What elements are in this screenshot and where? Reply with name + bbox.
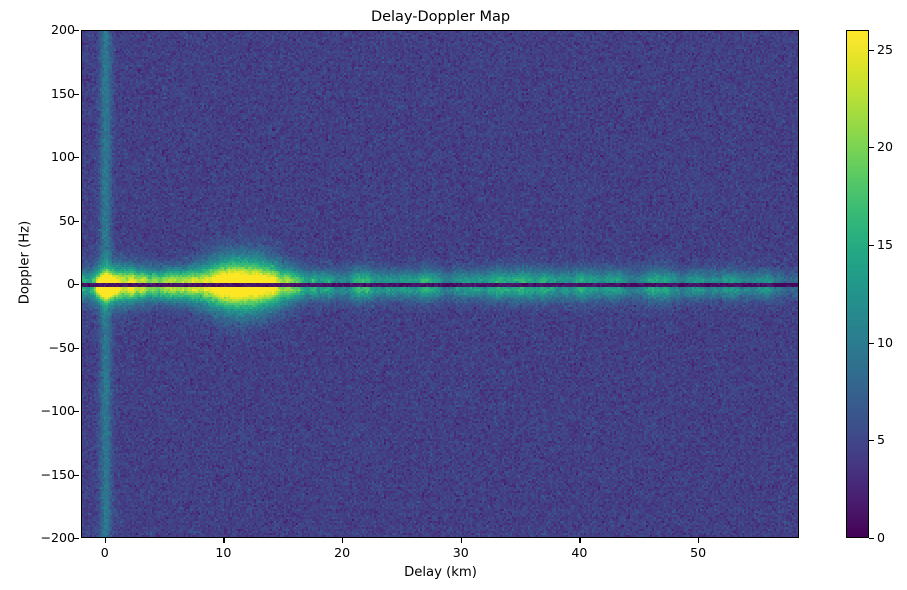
- y-tick-mark: [74, 347, 79, 349]
- y-axis-label: Doppler (Hz): [17, 220, 33, 305]
- colorbar-tick-label: 20: [877, 139, 894, 155]
- plot-axes: [81, 30, 799, 538]
- x-tick-mark: [342, 538, 344, 543]
- y-axis-tick-labels: −200 −150 −100 −50 0 50 100 150 200: [22, 0, 75, 590]
- colorbar-tick-mark: [869, 244, 874, 247]
- x-tick-label: 10: [215, 545, 232, 560]
- page-title: Delay-Doppler Map: [370, 9, 511, 25]
- y-tick-label: −50: [48, 339, 75, 355]
- colorbar-tick-mark: [869, 440, 874, 442]
- y-tick-label: 50: [58, 212, 75, 228]
- y-tick-label: 0: [66, 276, 75, 291]
- delay-doppler-heatmap: [82, 31, 798, 537]
- x-tick-mark: [223, 538, 225, 543]
- y-tick-mark: [74, 157, 79, 159]
- y-tick-mark: [74, 93, 79, 95]
- y-tick-label: −100: [40, 403, 75, 418]
- colorbar: [846, 30, 869, 538]
- colorbar-tick-mark: [869, 49, 874, 51]
- x-tick-label: 40: [571, 545, 588, 560]
- colorbar-tick-label: 25: [877, 41, 894, 57]
- y-tick-mark: [74, 474, 79, 476]
- colorbar-tick-label: 0: [877, 530, 886, 545]
- x-tick-mark: [698, 538, 700, 543]
- x-tick-label: 20: [334, 545, 351, 560]
- colorbar-tick-label: 15: [877, 236, 894, 252]
- y-tick-label: 200: [50, 22, 75, 37]
- y-tick-mark: [74, 30, 79, 32]
- colorbar-tick-mark: [869, 538, 874, 540]
- x-tick-label: 50: [690, 545, 707, 560]
- colorbar-gradient: [847, 31, 868, 537]
- x-tick-mark: [104, 538, 106, 543]
- colorbar-tick-mark: [869, 342, 874, 344]
- x-tick-mark: [460, 538, 462, 543]
- y-tick-mark: [74, 220, 79, 222]
- y-tick-mark: [74, 538, 79, 540]
- x-axis-label: Delay (km): [404, 565, 477, 580]
- y-tick-label: 150: [50, 85, 75, 101]
- x-tick-label: 30: [452, 545, 469, 560]
- y-tick-mark: [74, 284, 79, 286]
- y-tick-label: 100: [50, 149, 75, 164]
- colorbar-tick-label: 10: [877, 334, 894, 350]
- colorbar-tick-mark: [869, 147, 874, 149]
- x-tick-mark: [579, 538, 581, 543]
- y-tick-label: −150: [40, 466, 75, 482]
- y-tick-mark: [74, 411, 79, 413]
- x-tick-label: 0: [100, 545, 109, 560]
- y-tick-label: −200: [40, 530, 75, 545]
- colorbar-tick-label: 5: [877, 432, 886, 448]
